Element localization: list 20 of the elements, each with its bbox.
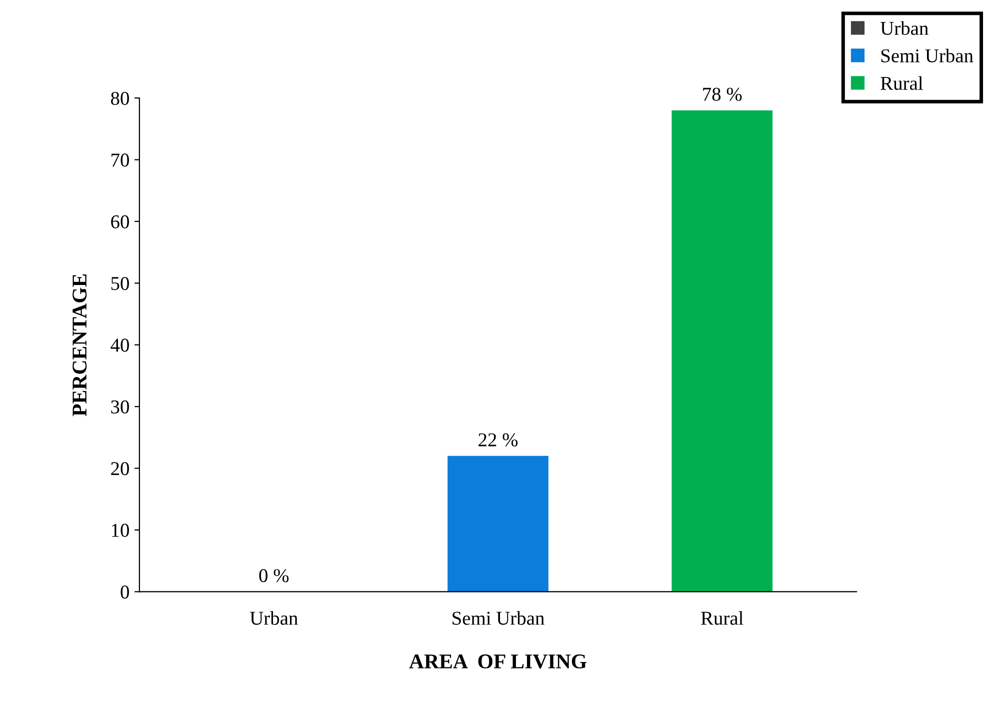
legend-label: Urban (880, 21, 928, 35)
data-label: 0 % (259, 569, 289, 582)
legend-label: Rural (880, 76, 923, 90)
y-tick-label: 80 (111, 92, 129, 105)
x-tick-label: Semi Urban (452, 611, 544, 625)
y-tick-label: 40 (110, 338, 129, 352)
x-axis-title: AREA OF LIVING (409, 654, 586, 669)
y-tick-label: 10 (112, 524, 129, 537)
x-tick-label: Urban (250, 611, 298, 625)
data-label: 22 % (478, 433, 518, 446)
y-axis-title: PERCENTAGE (72, 274, 87, 416)
y-tick-label: 30 (111, 400, 129, 414)
y-tick-label: 20 (111, 462, 129, 476)
y-tick-label: 70 (112, 154, 129, 167)
y-tick-label: 50 (111, 276, 129, 290)
y-tick-label: 0 (120, 586, 129, 599)
data-label: 78 % (703, 88, 742, 101)
y-tick-label: 60 (111, 215, 129, 228)
legend-label: Semi Urban (881, 48, 974, 62)
x-tick-label: Rural (701, 611, 744, 625)
